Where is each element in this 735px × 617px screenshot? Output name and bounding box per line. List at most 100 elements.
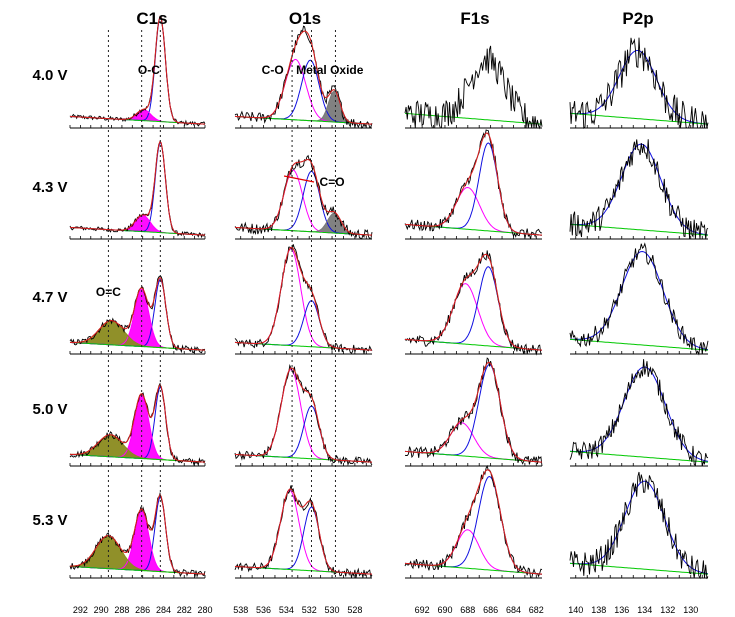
p2p-tick-label: 130 xyxy=(683,605,698,615)
f1s-peak-fp-3 xyxy=(404,422,542,463)
c1s-envelope-0 xyxy=(70,15,205,125)
c1s-peak-fill-co-0 xyxy=(70,109,205,125)
c1s-peak-fill-co-4 xyxy=(70,510,205,575)
p2p-raw-data-4 xyxy=(569,471,709,580)
f1s-tick-label: 688 xyxy=(460,605,475,615)
f1s-tick-label: 686 xyxy=(483,605,498,615)
p2p-raw-data-0 xyxy=(569,37,709,129)
f1s-tick-label: 684 xyxy=(506,605,521,615)
axis-layer xyxy=(69,125,708,579)
p2p-peak-pf-2 xyxy=(570,250,709,351)
f1s-raw-data-0 xyxy=(404,45,543,130)
o1s-tick-label: 536 xyxy=(256,605,271,615)
c1s-tick-label: 280 xyxy=(197,605,212,615)
p2p-peak-pf-1 xyxy=(570,143,709,236)
p2p-raw-data-2 xyxy=(569,242,709,356)
f1s-envelope-2 xyxy=(404,253,542,351)
f1s-raw-data-4 xyxy=(404,464,543,579)
p2p-tick-label: 132 xyxy=(660,605,675,615)
c1s-peak-fill-co-1 xyxy=(70,215,205,236)
o1s-tick-label: 532 xyxy=(302,605,317,615)
f1s-raw-data-1 xyxy=(404,129,543,240)
f1s-background-0 xyxy=(404,112,543,125)
f1s-title: F1s xyxy=(460,9,489,28)
c1s-tick-label: 290 xyxy=(94,605,109,615)
o1s-tick-label: 528 xyxy=(347,605,362,615)
o1s-title: O1s xyxy=(289,9,321,28)
p2p-peak-pf-4 xyxy=(569,480,709,575)
f1s-tick-label: 692 xyxy=(415,605,430,615)
f1s-peak-mf-4 xyxy=(404,475,542,575)
c1s-annotation-oc: O=C xyxy=(96,285,121,299)
p2p-tick-label: 136 xyxy=(614,605,629,615)
c1s-tick-label: 292 xyxy=(73,605,88,615)
o1s-envelope-2 xyxy=(234,246,372,351)
o1s-peak-co-3 xyxy=(234,369,372,463)
component-fill-layer xyxy=(70,91,372,575)
o1s-envelope-3 xyxy=(234,367,372,463)
voltage-label-40V: 4.0 V xyxy=(32,67,67,84)
o1s-peak-co-2 xyxy=(234,248,372,351)
o1s-peak-fill-metaloxide-0 xyxy=(235,91,372,125)
voltage-label-53V: 5.3 V xyxy=(32,512,67,529)
f1s-peak-mf-1 xyxy=(404,142,542,236)
o1s-peak-co-3 xyxy=(234,405,372,463)
o1s-raw-data-2 xyxy=(234,244,373,354)
c1s-envelope-4 xyxy=(70,493,205,575)
f1s-raw-data-2 xyxy=(404,250,543,356)
p2p-background-3 xyxy=(569,450,708,463)
f1s-envelope-3 xyxy=(404,361,542,463)
o1s-envelope-1 xyxy=(234,158,372,236)
f1s-raw-data-3 xyxy=(404,357,543,467)
f1s-peak-fp-2 xyxy=(404,283,542,351)
o1s-raw-data-4 xyxy=(234,485,373,579)
f1s-tick-label: 690 xyxy=(437,605,452,615)
p2p-raw-data-3 xyxy=(569,359,709,467)
voltage-label-50V: 5.0 V xyxy=(32,401,67,418)
o1s-envelope-0 xyxy=(234,30,372,125)
f1s-tick-label: 682 xyxy=(529,605,544,615)
p2p-tick-label: 134 xyxy=(637,605,652,615)
c1s-title: C1s xyxy=(136,9,167,28)
c1s-tick-label: 288 xyxy=(114,605,129,615)
f1s-peak-mf-2 xyxy=(404,266,542,351)
o1s-raw-data-0 xyxy=(234,25,373,129)
c1s-envelope-2 xyxy=(70,276,205,351)
o1s-tick-label: 538 xyxy=(233,605,248,615)
spectrum-line-layer xyxy=(69,14,709,580)
o1s-annotation-co: C-O xyxy=(262,63,284,77)
c1s-tick-label: 284 xyxy=(156,605,171,615)
reference-line-layer xyxy=(107,30,336,578)
c1s-tick-label: 286 xyxy=(135,605,150,615)
c1s-peak-fill-oc-3 xyxy=(70,434,205,463)
c1s-peak-fill-oc-4 xyxy=(70,535,205,575)
o1s-raw-data-1 xyxy=(234,154,373,240)
p2p-title: P2p xyxy=(622,9,653,28)
o1s-annotation-metaloxide: Metal Oxide xyxy=(296,63,364,77)
f1s-envelope-4 xyxy=(404,469,542,575)
o1s-tick-label: 534 xyxy=(279,605,294,615)
o1s-peak-co-1 xyxy=(234,170,372,236)
p2p-tick-label: 138 xyxy=(591,605,606,615)
voltage-label-43V: 4.3 V xyxy=(32,179,67,196)
p2p-background-0 xyxy=(569,112,709,125)
c1s-raw-data-1 xyxy=(69,141,206,239)
p2p-background-2 xyxy=(569,338,708,351)
o1s-envelope-4 xyxy=(234,488,372,575)
o1s-annotation-co: C=O xyxy=(320,175,345,189)
o1s-annotation-arrow xyxy=(283,175,315,183)
o1s-raw-data-3 xyxy=(234,363,373,467)
c1s-envelope-3 xyxy=(69,384,205,463)
c1s-tick-label: 282 xyxy=(177,605,192,615)
c1s-peak-fill-co-2 xyxy=(70,289,205,351)
p2p-raw-data-1 xyxy=(569,139,709,240)
label-layer: 4.0 V 4.3 V 4.7 V 5.0 V 5.3 V C1s 292 290 288 286… xyxy=(32,9,698,615)
f1s-envelope-1 xyxy=(404,132,542,236)
o1s-peak-co-4 xyxy=(235,506,372,575)
c1s-peak-fill-oc-2 xyxy=(70,320,205,351)
c1s-annotation-oc: O-C xyxy=(138,63,160,77)
c1s-peak-fill-co-3 xyxy=(70,394,205,463)
c1s-envelope-1 xyxy=(69,140,205,236)
o1s-tick-label: 530 xyxy=(325,605,340,615)
